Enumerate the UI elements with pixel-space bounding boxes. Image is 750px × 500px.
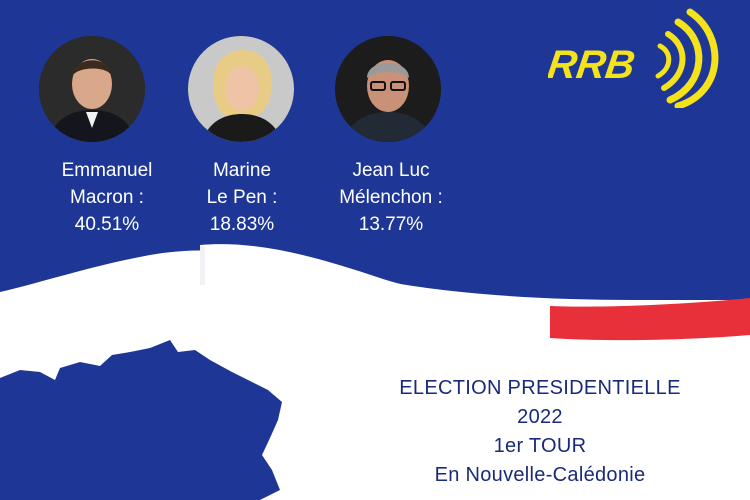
melenchon-photo (335, 36, 441, 142)
portrait-melenchon-icon (335, 36, 441, 142)
candidate-melenchon: Jean Luc Mélenchon : 13.77% (316, 157, 466, 238)
candidate-macron: Emmanuel Macron : 40.51% (32, 157, 182, 238)
candidate-first-name: Emmanuel (61, 160, 153, 181)
le-pen-photo (188, 36, 294, 142)
title-line-2: 2022 (517, 406, 563, 428)
logo-text: RRB (548, 42, 638, 87)
france-map (0, 340, 282, 500)
portrait-macron-icon (39, 36, 145, 142)
title-line-4: En Nouvelle-Calédonie (434, 464, 646, 486)
candidate-percent: 13.77% (358, 214, 424, 235)
candidate-last-name: Le Pen : (206, 187, 278, 208)
candidate-le-pen: Marine Le Pen : 18.83% (167, 157, 317, 238)
candidate-percent: 40.51% (74, 214, 140, 235)
candidate-first-name: Jean Luc (352, 160, 430, 181)
title-line-1: ELECTION PRESIDENTIELLE (399, 377, 681, 399)
macron-photo (39, 36, 145, 142)
rrb-logo: RRB (548, 8, 719, 108)
candidate-percent: 18.83% (209, 214, 275, 235)
election-title: ELECTION PRESIDENTIELLE 2022 1er TOUR En… (330, 374, 750, 490)
candidate-first-name: Marine (212, 160, 272, 181)
candidate-last-name: Mélenchon : (339, 187, 443, 208)
candidate-last-name: Macron : (70, 187, 144, 208)
title-line-3: 1er TOUR (493, 435, 587, 457)
portrait-le-pen-icon (188, 36, 294, 142)
radio-waves-icon (655, 8, 719, 108)
